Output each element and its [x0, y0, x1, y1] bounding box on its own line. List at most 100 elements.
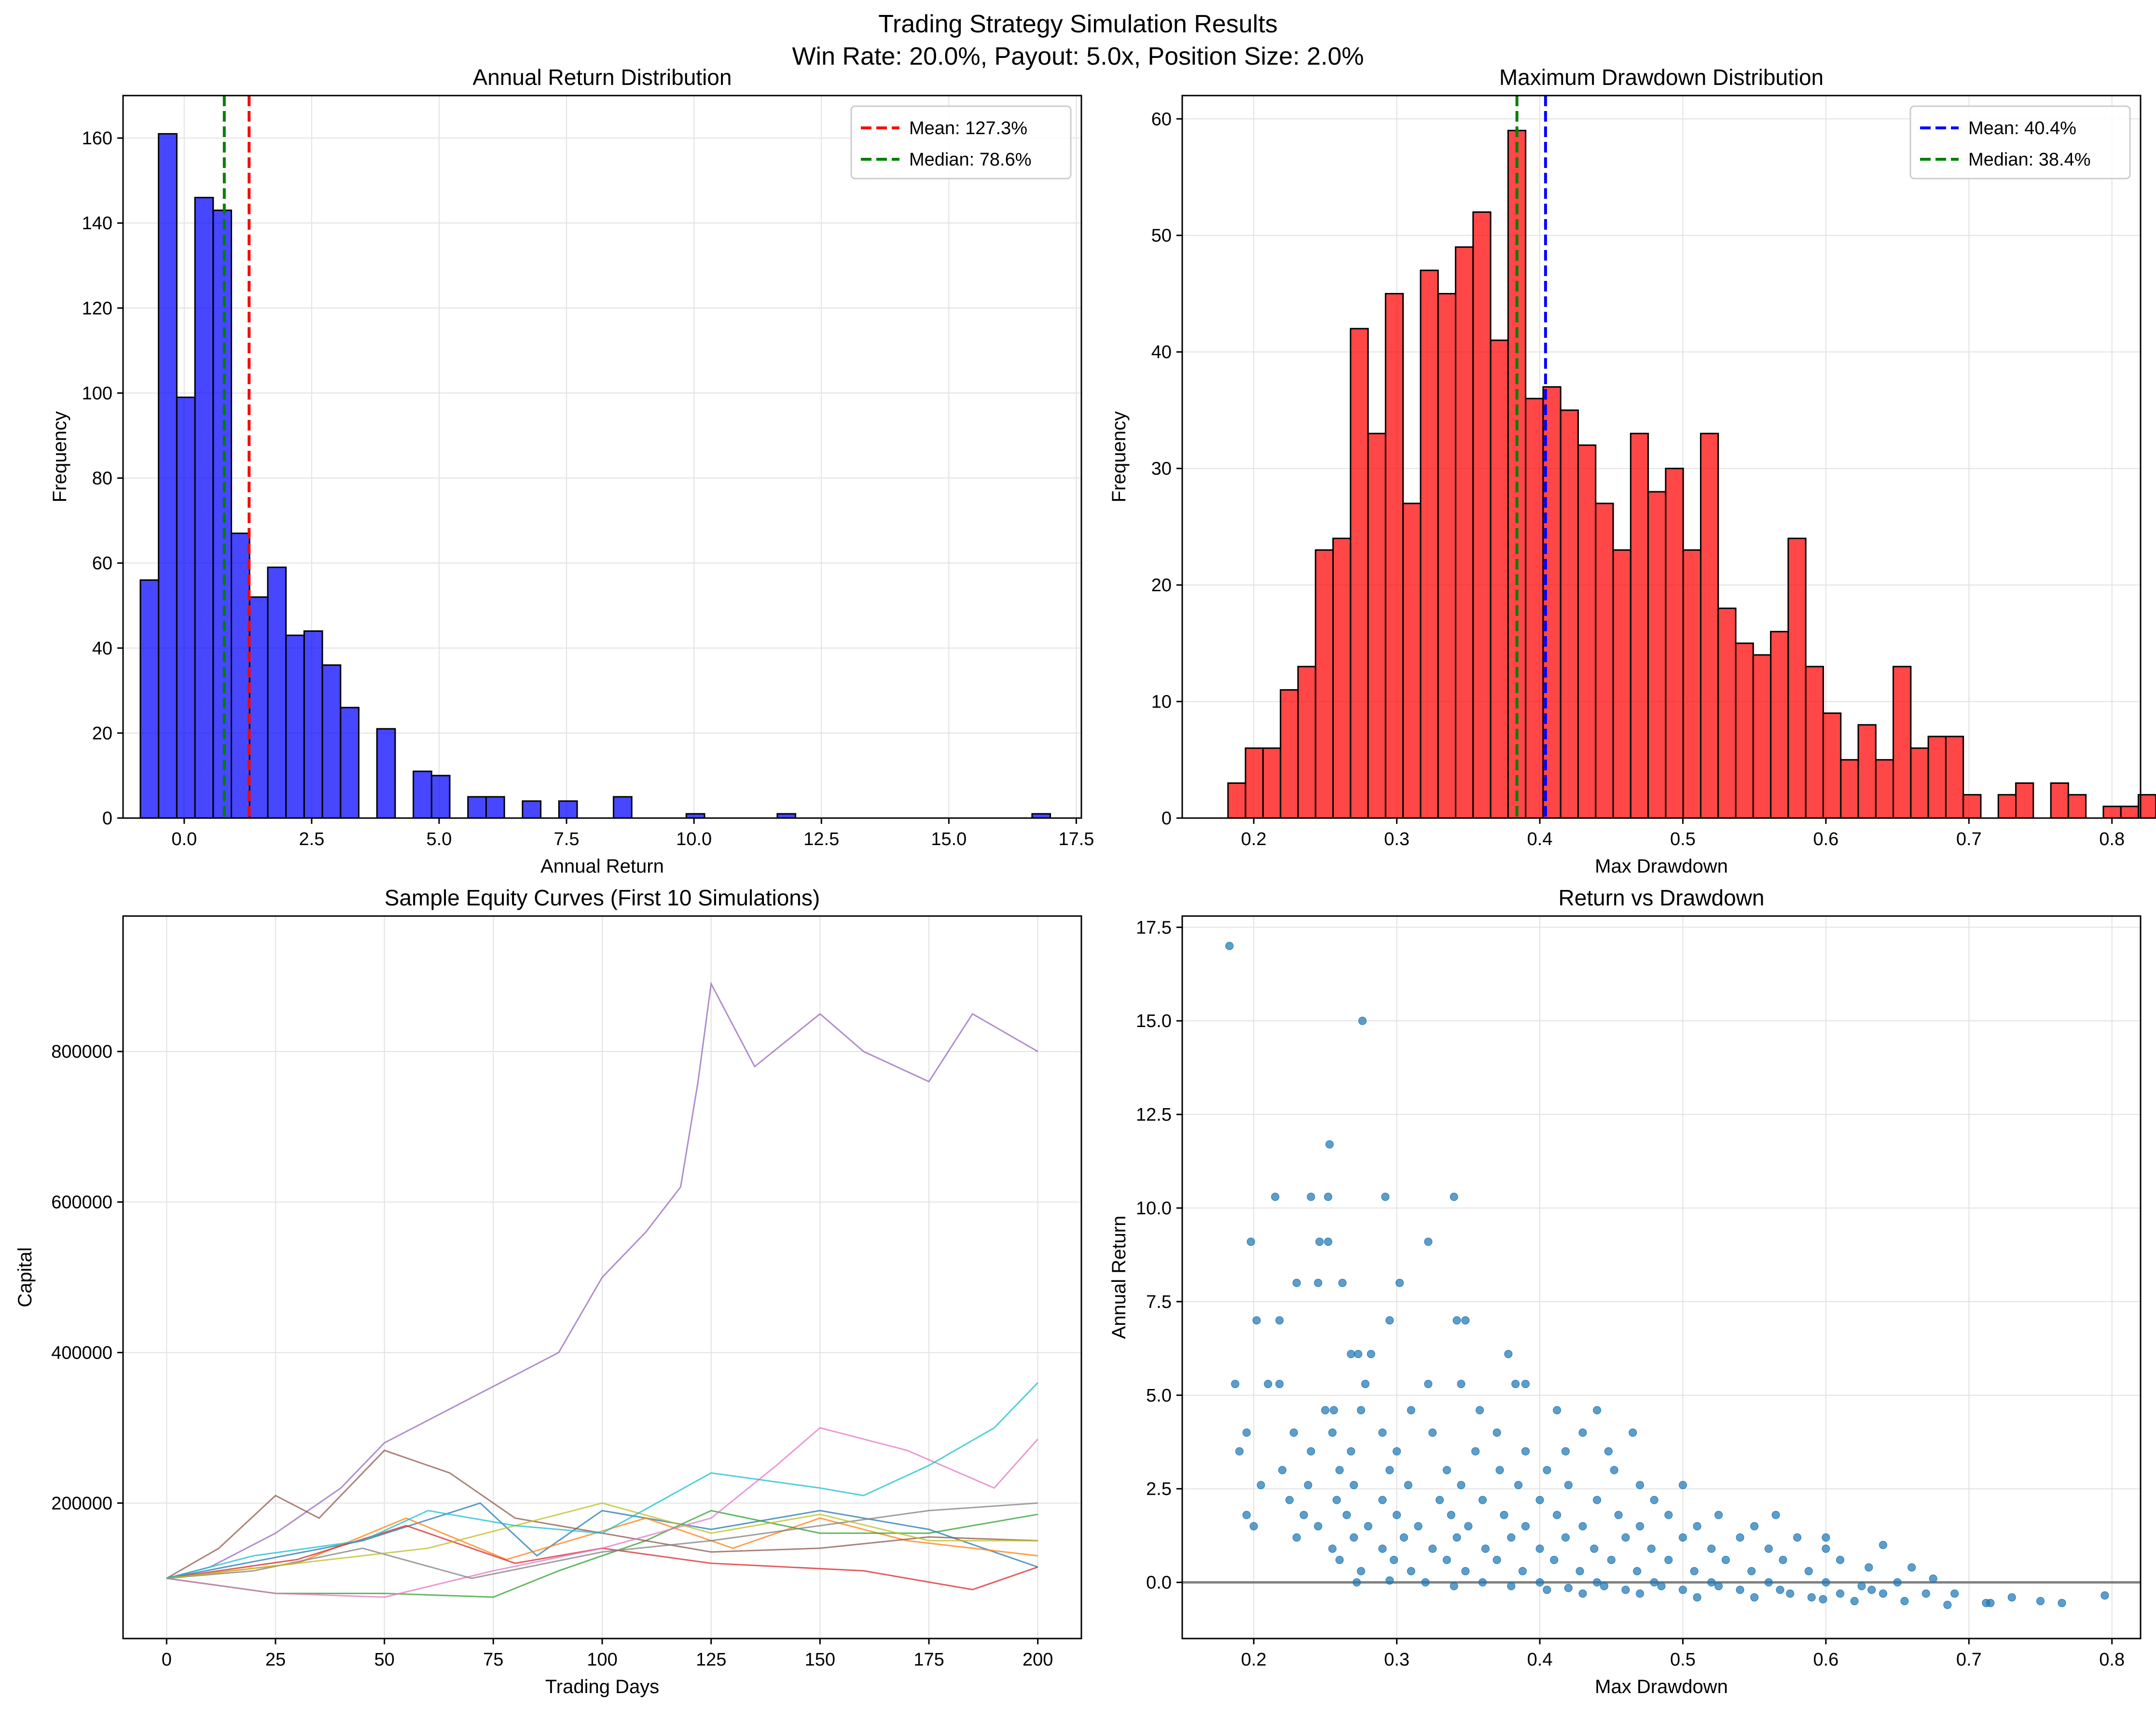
scatter-point [1521, 1380, 1530, 1389]
scatter-point [1647, 1544, 1656, 1553]
histogram-bar [1927, 736, 1947, 819]
histogram-bar [1420, 269, 1439, 819]
scatter-point [1986, 1598, 1995, 1607]
y-tick-label: 0 [102, 808, 112, 829]
scatter-point [1414, 1522, 1423, 1530]
scatter-point [1357, 1406, 1366, 1415]
scatter-point [1378, 1428, 1387, 1437]
scatter-point [1693, 1593, 1701, 1602]
x-tick-label: 0.3 [1384, 1650, 1410, 1670]
scatter-point [1604, 1447, 1613, 1456]
scatter-point [1857, 1582, 1866, 1590]
x-axis-label: Max Drawdown [1595, 856, 1728, 877]
histogram-bar [1997, 794, 2017, 819]
scatter-point [1747, 1567, 1756, 1575]
histogram-bar [2120, 806, 2139, 819]
y-tick-label: 120 [82, 298, 112, 319]
x-axis-label: Annual Return [540, 856, 664, 877]
scatter-point [2007, 1593, 2016, 1602]
scatter-point [1271, 1193, 1280, 1201]
histogram-bar [376, 728, 396, 819]
histogram-bar [1857, 724, 1877, 819]
equity-curves-panel: 0 25 50 75 100 125 150 175 200 200000 400000 600000… [14, 885, 1082, 1697]
x-tick-label: 175 [913, 1650, 944, 1670]
histogram-bar [1822, 712, 1842, 819]
scatter-point [1867, 1585, 1876, 1594]
scatter-point [1678, 1481, 1687, 1489]
histogram-bar [1595, 502, 1614, 819]
scatter-point [1350, 1533, 1358, 1542]
x-tick-label: 0.4 [1527, 829, 1553, 849]
x-tick-label: 50 [374, 1650, 394, 1670]
scatter-point [1764, 1578, 1773, 1587]
scatter-point [1636, 1481, 1645, 1489]
scatter-point [1452, 1316, 1461, 1325]
scatter-point [1707, 1544, 1716, 1553]
histogram-bar [1314, 549, 1334, 819]
x-tick-label: 0.4 [1527, 1650, 1553, 1670]
y-tick-label: 17.5 [1136, 917, 1172, 938]
scatter-point [1361, 1380, 1369, 1389]
scatter-point [1364, 1522, 1372, 1530]
x-tick-label: 0.3 [1384, 829, 1410, 849]
scatter-point [1693, 1522, 1701, 1530]
histogram-bar [1227, 782, 1246, 819]
scatter-point [1714, 1511, 1723, 1519]
scatter-point [1822, 1578, 1830, 1587]
histogram-bar [1455, 246, 1474, 819]
y-axis-label: Annual Return [1108, 1216, 1130, 1339]
scatter-point [1381, 1193, 1390, 1201]
scatter-point [1779, 1556, 1787, 1564]
x-tick-label: 25 [265, 1650, 286, 1670]
scatter-point [1561, 1533, 1570, 1542]
equity-curve-7 [166, 1427, 1038, 1598]
scatter-point [1493, 1428, 1501, 1437]
return-vs-drawdown-panel: 0.2 0.3 0.4 0.5 0.6 0.7 0.8 0.0 2.5 5.0 7.5 10.0 12.… [1108, 885, 2142, 1697]
histogram-bar [612, 796, 633, 819]
y-tick-label: 200000 [51, 1493, 112, 1514]
histogram-bar [1350, 328, 1369, 819]
figure-subtitle: Win Rate: 20.0%, Payout: 5.0x, Position … [792, 42, 1364, 70]
histogram-bar [1490, 339, 1509, 819]
histogram-bar [194, 196, 214, 819]
histogram-bar [1682, 549, 1701, 819]
scatter-point [1464, 1522, 1473, 1530]
scatter-point [1478, 1496, 1487, 1504]
equity-curve-3 [166, 1510, 1038, 1598]
histogram-bar [230, 532, 250, 819]
scatter-point [1943, 1600, 1952, 1609]
scatter-point [1879, 1541, 1887, 1549]
scatter-point [1578, 1428, 1587, 1437]
x-tick-label: 12.5 [803, 829, 839, 849]
scatter-point [1481, 1544, 1490, 1553]
scatter-point [1500, 1511, 1508, 1519]
histogram-bar [1630, 432, 1649, 819]
scatter-point [1535, 1578, 1544, 1587]
y-tick-label: 160 [82, 128, 112, 149]
scatter-point [1535, 1544, 1544, 1553]
scatter-point [1378, 1544, 1387, 1553]
y-tick-label: 30 [1151, 459, 1172, 479]
legend: Mean: 40.4% Median: 38.4% [1909, 105, 2131, 180]
scatter-point [1553, 1406, 1562, 1415]
scatter-point [1335, 1556, 1344, 1564]
scatter-point [1257, 1481, 1265, 1489]
y-tick-label: 0.0 [1146, 1573, 1172, 1593]
histogram-bar [1735, 642, 1754, 819]
scatter-point [1442, 1556, 1451, 1564]
scatter-point [1447, 1511, 1455, 1519]
scatter-point [1593, 1406, 1602, 1415]
scatter-point [1278, 1466, 1286, 1474]
scatter-point [1307, 1447, 1315, 1456]
scatter-point [1342, 1511, 1351, 1519]
equity-curve-6 [166, 1449, 1038, 1579]
scatter-point [1393, 1511, 1401, 1519]
y-tick-label: 10 [1151, 692, 1172, 712]
histogram-bar [1577, 444, 1597, 819]
scatter-point [1461, 1567, 1470, 1575]
scatter-point [1807, 1593, 1816, 1602]
scatter-point [1553, 1511, 1562, 1519]
histogram-bar [303, 630, 323, 819]
histogram-bar [1280, 689, 1299, 819]
scatter-point [1231, 1380, 1240, 1389]
